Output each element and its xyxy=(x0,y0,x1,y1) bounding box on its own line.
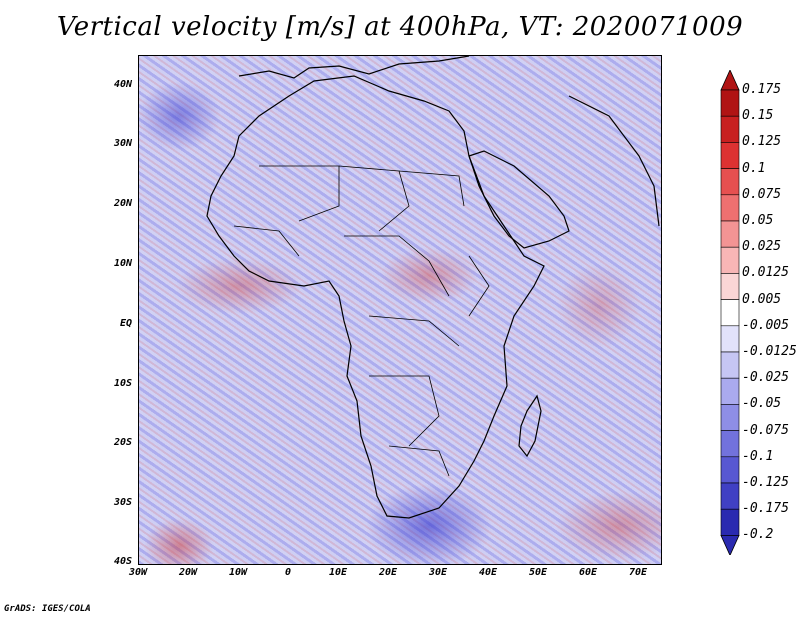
colorbar-swatch xyxy=(720,194,740,222)
colorbar-label: 0.005 xyxy=(742,291,782,307)
lon-label: 0 xyxy=(284,567,292,578)
colorbar-label: -0.005 xyxy=(742,317,789,333)
lon-label: 10W xyxy=(228,567,248,578)
colorbar-swatch xyxy=(720,508,740,536)
colorbar-label: -0.05 xyxy=(742,396,782,412)
colorbar-swatch xyxy=(720,246,740,274)
colorbar-swatch xyxy=(720,168,740,196)
lon-label: 20W xyxy=(178,567,198,578)
colorbar-label: -0.025 xyxy=(742,370,789,386)
lon-label: 40E xyxy=(478,567,498,578)
colorbar-label: -0.075 xyxy=(742,422,789,438)
chart-title: Vertical velocity [m/s] at 400hPa, VT: 2… xyxy=(56,12,744,42)
lon-label: 30E xyxy=(428,567,448,578)
madagascar-coastline xyxy=(518,394,542,458)
lon-label: 30W xyxy=(128,567,148,578)
colorbar-swatch xyxy=(720,142,740,169)
grads-credit: GrADS: IGES/COLA xyxy=(4,604,91,614)
colorbar-label: -0.1 xyxy=(742,448,774,464)
lat-label: 40S xyxy=(113,556,132,567)
india-coastline xyxy=(568,95,660,227)
colorbar-swatch xyxy=(720,273,740,300)
lat-label: 10N xyxy=(113,258,132,269)
colorbar-swatch xyxy=(720,456,740,484)
colorbar-label: 0.15 xyxy=(742,108,774,124)
colorbar-swatch xyxy=(720,351,740,379)
colorbar-label: 0.1 xyxy=(742,160,766,176)
europe-coastline xyxy=(238,56,470,79)
lat-label: 40N xyxy=(113,79,132,90)
colorbar-swatch xyxy=(720,377,740,405)
colorbar-swatch xyxy=(720,404,740,431)
lon-label: 70E xyxy=(628,567,648,578)
colorbar-label: -0.125 xyxy=(742,475,789,490)
coastlines-and-borders xyxy=(206,56,660,519)
colorbar-label: 0.075 xyxy=(742,186,782,202)
colorbar-label: 0.0125 xyxy=(742,265,789,281)
arabia-coastline xyxy=(468,150,570,249)
colorbar-label: -0.0125 xyxy=(742,344,797,359)
colorbar-swatch xyxy=(720,89,740,117)
lon-label: 50E xyxy=(528,567,548,578)
africa-coastline xyxy=(206,75,545,519)
colorbar-swatch xyxy=(720,325,740,353)
colorbar-swatch xyxy=(720,299,740,327)
lat-label: 30N xyxy=(113,138,132,149)
colorbar xyxy=(720,70,740,555)
map-plot-area xyxy=(138,55,662,565)
lat-label: 20N xyxy=(113,198,132,209)
colorbar-label: 0.125 xyxy=(742,134,782,150)
lon-label: 20E xyxy=(378,567,398,578)
colorbar-swatch xyxy=(720,220,740,248)
lat-label: 10S xyxy=(113,378,132,389)
lat-label: 20S xyxy=(113,437,132,448)
colorbar-swatch xyxy=(720,115,740,143)
colorbar-label: 0.025 xyxy=(742,239,782,255)
colorbar-label: 0.05 xyxy=(742,213,774,228)
colorbar-label: -0.175 xyxy=(742,501,789,517)
colorbar-top-arrow xyxy=(720,70,740,91)
lat-label: EQ xyxy=(119,318,132,329)
colorbar-swatch xyxy=(720,482,740,510)
colorbar-label: 0.175 xyxy=(742,82,782,97)
lat-label: 30S xyxy=(113,497,132,508)
colorbar-bottom-arrow xyxy=(720,534,740,555)
lon-label: 60E xyxy=(578,567,598,578)
colorbar-label: -0.2 xyxy=(742,527,774,543)
lon-label: 10E xyxy=(328,567,348,578)
colorbar-swatch xyxy=(720,430,740,458)
